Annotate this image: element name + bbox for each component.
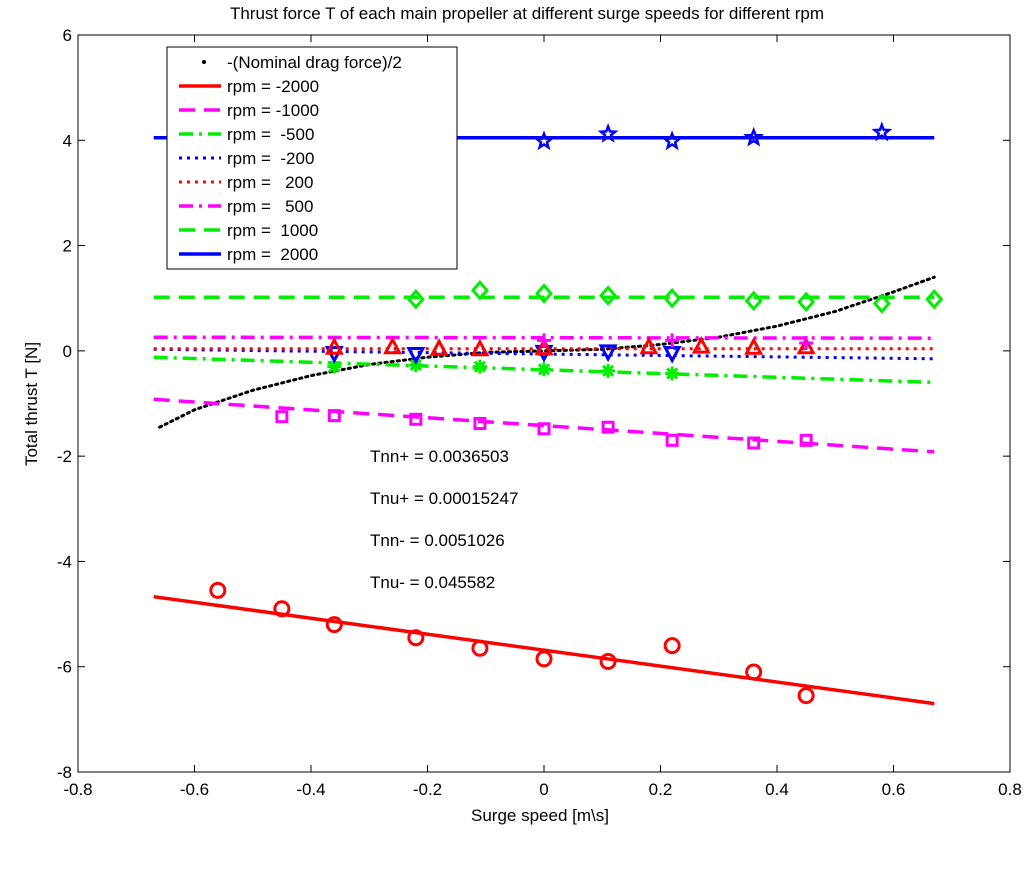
data-point-diamond	[797, 291, 816, 313]
data-point-square	[537, 422, 551, 436]
x-tick-label: 0	[539, 780, 548, 799]
data-point-star	[661, 130, 683, 151]
data-point-square	[799, 433, 813, 447]
data-point-diamond	[470, 280, 489, 301]
data-point-asterisk	[537, 362, 551, 377]
data-point-asterisk	[601, 363, 616, 378]
x-tick-label: -0.4	[296, 780, 325, 799]
data-point-square	[665, 433, 679, 447]
data-point-diamond	[599, 285, 618, 306]
series-line	[153, 397, 935, 454]
data-point-diamond	[663, 287, 682, 309]
data-point-triangle-up	[429, 338, 449, 356]
legend-label: rpm = 1000	[227, 221, 318, 240]
data-point-star	[597, 123, 619, 143]
data-point-square	[327, 409, 341, 423]
y-tick-label: -2	[57, 447, 72, 466]
data-point-asterisk	[665, 366, 680, 381]
data-point-diamond	[744, 290, 763, 312]
legend-label: rpm = -2000	[227, 77, 319, 96]
legend-label: rpm = -1000	[227, 101, 319, 120]
y-tick-label: 2	[63, 237, 72, 256]
x-tick-label: 0.4	[765, 780, 789, 799]
x-tick-label: -0.8	[63, 780, 92, 799]
legend-box	[166, 46, 458, 270]
x-tick-label: -0.6	[180, 780, 209, 799]
axes: -0.8 -0.6 -0.4 -0.2 0 0.2 0.4 0.6 0.8 -8 -6 -4 -2 0 2 4…	[57, 26, 1022, 799]
data-point-circle	[325, 616, 343, 634]
data-point-circle	[471, 639, 489, 657]
data-point-plus	[537, 333, 551, 348]
y-tick-label: -8	[57, 763, 72, 782]
data-point-triangle-up	[383, 336, 403, 355]
chart-title: Thrust force T of each main propeller at…	[230, 4, 824, 23]
annotations: Tnn+ = 0.0036503 Tnu+ = 0.00015247 Tnn- = …	[370, 447, 518, 592]
x-axis-label: Surge speed [m\s]	[471, 806, 609, 825]
data-point-triangle-down	[598, 344, 618, 363]
data-point-square	[409, 412, 423, 426]
data-point-asterisk	[408, 358, 423, 373]
data-point-triangle-down	[406, 347, 426, 365]
data-point-triangle-up	[744, 337, 764, 355]
data-point-triangle-up	[796, 336, 816, 355]
series-line	[153, 347, 935, 361]
legend-label: rpm = 500	[227, 197, 313, 216]
legend-label: -(Nominal drag force)/2	[227, 53, 402, 72]
data-point-square	[473, 417, 487, 431]
series-markers	[209, 121, 944, 705]
series-line	[158, 275, 936, 429]
legend-label: rpm = 2000	[227, 245, 318, 264]
data-point-circle	[599, 652, 617, 670]
data-point-plus	[799, 335, 814, 350]
y-tick-label: 6	[63, 26, 72, 45]
coefficient-annotation: Tnn- = 0.0051026	[370, 531, 505, 550]
data-point-plus	[665, 333, 680, 348]
data-point-circle	[407, 629, 425, 647]
data-point-diamond	[406, 288, 425, 310]
data-point-star	[871, 121, 893, 142]
data-point-square	[275, 410, 289, 424]
data-point-star	[533, 130, 555, 151]
data-point-square	[747, 436, 761, 450]
x-tick-label: 0.6	[882, 780, 906, 799]
data-point-asterisk	[327, 359, 342, 374]
data-point-triangle-up	[534, 337, 554, 356]
data-point-diamond	[925, 288, 944, 310]
y-tick-label: -6	[57, 658, 72, 677]
data-point-circle	[273, 600, 291, 618]
data-point-triangle-up	[691, 336, 711, 354]
legend-label: rpm = -500	[227, 125, 314, 144]
legend-label: rpm = 200	[227, 173, 313, 192]
x-tick-label: -0.2	[413, 780, 442, 799]
legend-swatch	[202, 60, 206, 64]
legend-label: rpm = -200	[227, 149, 314, 168]
coefficient-annotation: Tnu- = 0.045582	[370, 573, 495, 592]
data-point-triangle-up	[639, 336, 659, 355]
data-point-circle	[745, 663, 763, 681]
data-point-circle	[797, 687, 815, 705]
data-point-circle	[663, 637, 681, 655]
data-point-square	[601, 420, 615, 434]
coefficient-annotation: Tnu+ = 0.00015247	[370, 489, 518, 508]
data-point-triangle-up	[324, 337, 344, 355]
data-point-asterisk	[472, 359, 487, 374]
x-tick-label: 0.8	[998, 780, 1022, 799]
data-point-circle	[535, 650, 553, 668]
coefficient-annotation: Tnn+ = 0.0036503	[370, 447, 509, 466]
y-axis-label: Total thrust T [N]	[22, 342, 41, 466]
y-tick-label: -4	[57, 552, 72, 571]
y-tick-label: 0	[63, 342, 72, 361]
data-point-star	[743, 126, 765, 147]
legend: -(Nominal drag force)/2 rpm = -2000 rpm = …	[166, 46, 458, 270]
data-point-diamond	[535, 283, 553, 304]
data-point-diamond	[872, 293, 891, 314]
series-line	[153, 594, 935, 706]
data-point-circle	[209, 581, 227, 599]
data-point-triangle-up	[470, 338, 490, 357]
data-point-triangle-down	[662, 345, 682, 364]
x-tick-label: 0.2	[649, 780, 673, 799]
y-tick-label: 4	[63, 131, 72, 150]
